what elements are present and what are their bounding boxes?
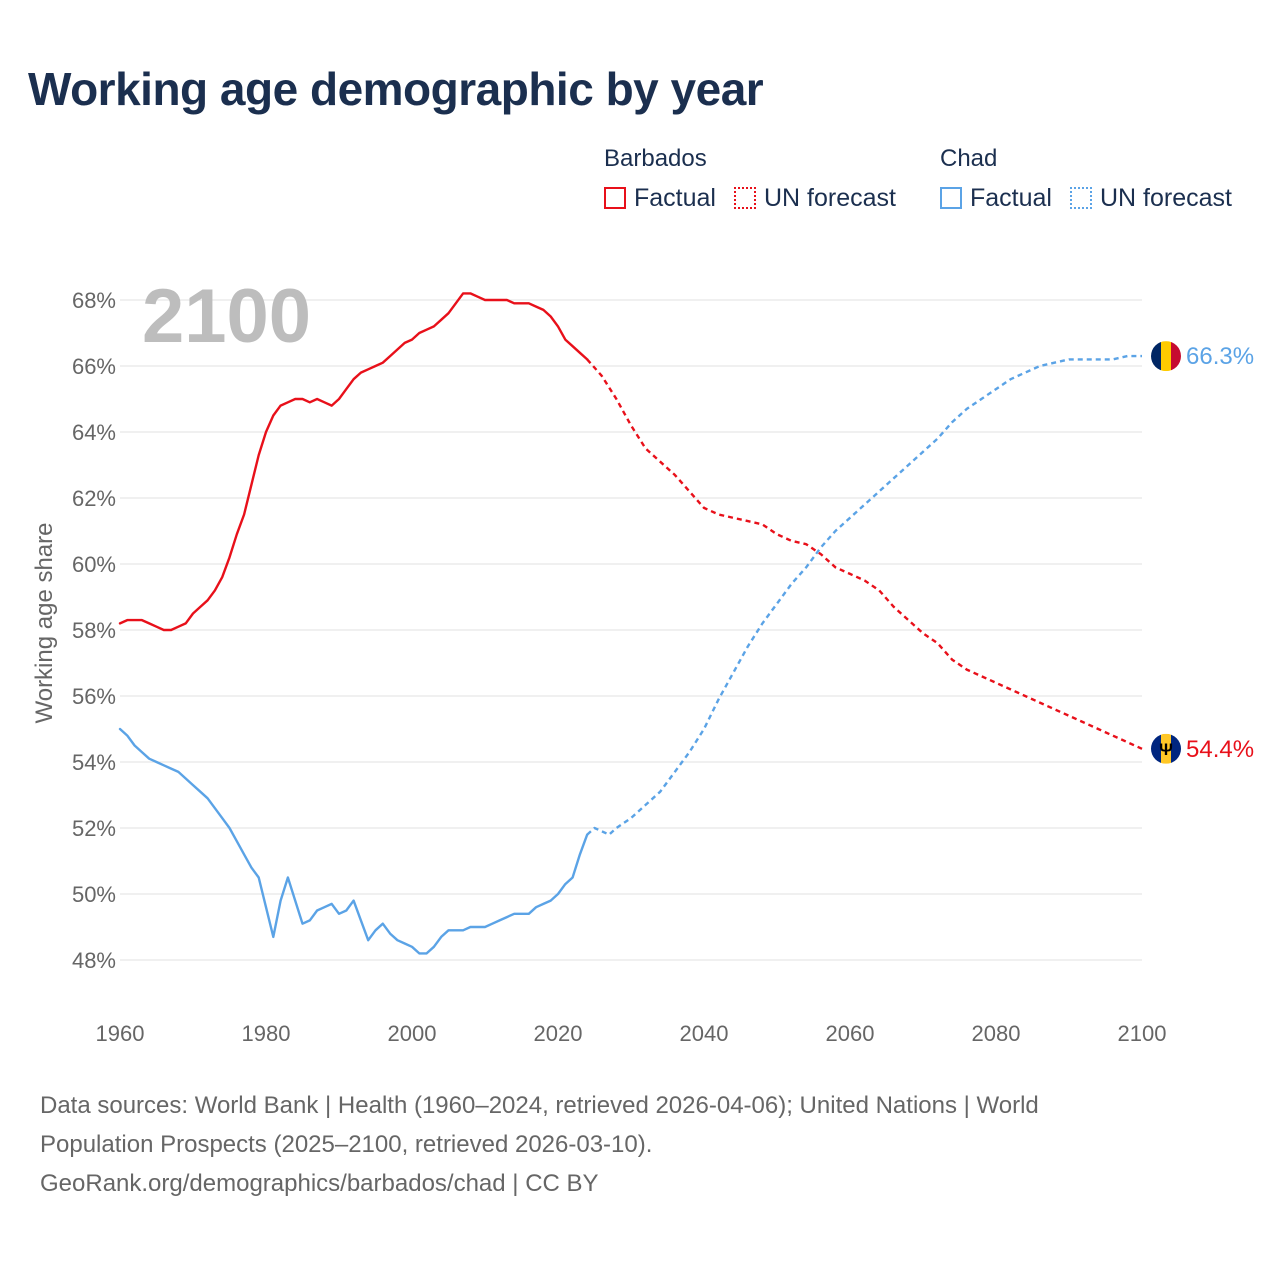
x-tick-label: 1980 [242, 1021, 291, 1046]
y-tick-label: 56% [72, 684, 116, 709]
chart-title: Working age demographic by year [28, 63, 764, 115]
series-line-barbados-forecast [586, 358, 1143, 750]
line-chart: 48%50%52%54%56%58%60%62%64%66%68% 1960 19… [31, 274, 1254, 1046]
legend-swatch-dotted [733, 187, 756, 209]
legend-swatch-dotted [1069, 187, 1092, 209]
series-line-barbados-factual [118, 292, 589, 632]
barbados-flag-icon: Ψ [1151, 733, 1181, 764]
legend-swatch-solid [940, 187, 962, 209]
chad-flag-icon [1151, 341, 1181, 372]
footer-line: GeoRank.org/demographics/barbados/chad |… [40, 1170, 599, 1197]
x-tick-label: 2100 [1118, 1021, 1167, 1046]
legend-group-name: Chad [940, 145, 998, 172]
series-line-chad-factual [118, 727, 589, 955]
legend-label: Factual [970, 183, 1052, 212]
y-axis-ticks: 48% 50% 52% 54% 56% 58% 60% 62% 64% 66% 68% [72, 288, 116, 973]
year-label: 2100 [142, 274, 311, 359]
x-tick-label: 2040 [680, 1021, 729, 1046]
y-tick-label: 54% [72, 750, 116, 775]
legend-item-chad-forecast[interactable]: UN forecast [1069, 183, 1232, 213]
end-value-label-chad: 66.3% [1186, 343, 1254, 370]
legend-label: Factual [634, 183, 716, 212]
footer-sources: Data sources: World Bank | Health (1960–… [40, 1086, 1240, 1203]
legend-label: UN forecast [1099, 183, 1232, 212]
y-tick-label: 68% [72, 288, 116, 313]
svg-text:Ψ: Ψ [1159, 740, 1173, 759]
y-axis-label: Working age share [31, 523, 58, 724]
y-tick-label: 64% [72, 420, 116, 445]
legend-swatch-solid [604, 187, 626, 209]
y-tick-label: 60% [72, 552, 116, 577]
end-value-label-barbados: 54.4% [1186, 736, 1254, 763]
x-tick-label: 2000 [388, 1021, 437, 1046]
legend-label: UN forecast [763, 183, 896, 212]
legend-group-barbados: Barbados Factual UN forecast [604, 144, 914, 218]
footer-line: Population Prospects (2025–2100, retriev… [40, 1131, 653, 1158]
x-tick-label: 1960 [96, 1021, 145, 1046]
y-tick-label: 58% [72, 618, 116, 643]
legend-item-barbados-forecast[interactable]: UN forecast [733, 183, 896, 213]
footer-line: Data sources: World Bank | Health (1960–… [40, 1092, 1039, 1119]
y-tick-label: 48% [72, 948, 116, 973]
x-tick-label: 2020 [534, 1021, 583, 1046]
x-axis-ticks: 1960 1980 2000 2020 2040 2060 2080 2100 [96, 1021, 1167, 1046]
legend-group-name: Barbados [604, 145, 707, 172]
legend-item-barbados-factual[interactable]: Factual [604, 184, 716, 213]
y-tick-label: 66% [72, 354, 116, 379]
series-line-chad-forecast [586, 354, 1142, 836]
y-tick-label: 52% [72, 816, 116, 841]
y-tick-label: 50% [72, 882, 116, 907]
legend-item-chad-factual[interactable]: Factual [940, 184, 1052, 213]
y-tick-label: 62% [72, 486, 116, 511]
series-lines [118, 292, 1143, 955]
grid-lines [120, 299, 1142, 961]
legend-group-chad: Chad Factual UN forecast [940, 144, 1232, 218]
x-tick-label: 2080 [972, 1021, 1021, 1046]
x-tick-label: 2060 [826, 1021, 875, 1046]
